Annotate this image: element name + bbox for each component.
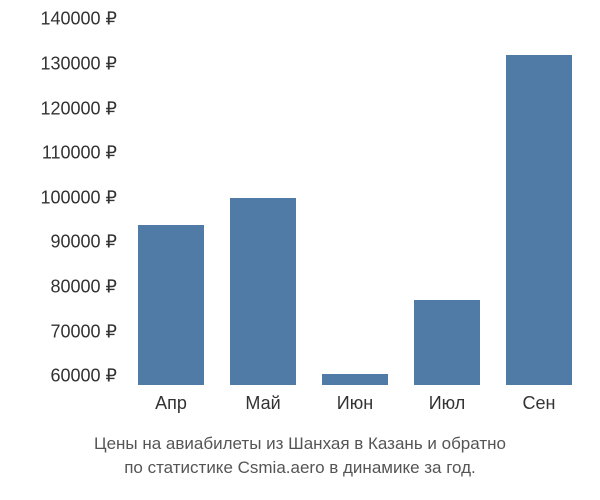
y-tick-label: 130000 ₽ — [40, 54, 117, 75]
y-tick-label: 60000 ₽ — [50, 366, 117, 387]
bar — [322, 374, 388, 385]
y-tick-label: 70000 ₽ — [50, 321, 117, 342]
y-tick-label: 100000 ₽ — [40, 187, 117, 208]
x-tick-label: Сен — [523, 393, 556, 414]
x-tick-label: Июл — [429, 393, 466, 414]
y-tick-label: 110000 ₽ — [42, 143, 117, 164]
y-tick-label: 90000 ₽ — [50, 232, 117, 253]
price-chart: 60000 ₽ 70000 ₽ 80000 ₽ 90000 ₽ 100000 ₽ 1100… — [10, 15, 590, 415]
x-tick-label: Апр — [155, 393, 187, 414]
bar — [414, 300, 480, 385]
x-axis: Апр Май Июн Июл Сен — [125, 393, 585, 418]
y-tick-label: 140000 ₽ — [40, 9, 117, 30]
x-tick-label: Май — [245, 393, 280, 414]
y-tick-label: 80000 ₽ — [50, 276, 117, 297]
chart-caption: Цены на авиабилеты из Шанхая в Казань и … — [0, 432, 600, 480]
y-tick-label: 120000 ₽ — [40, 98, 117, 119]
bar — [230, 198, 296, 385]
y-axis: 60000 ₽ 70000 ₽ 80000 ₽ 90000 ₽ 100000 ₽ 1100… — [10, 15, 125, 385]
caption-line-2: по статистике Csmia.aero в динамике за г… — [124, 458, 476, 477]
plot-area — [125, 15, 585, 385]
bar — [506, 55, 572, 385]
caption-line-1: Цены на авиабилеты из Шанхая в Казань и … — [94, 434, 506, 453]
bar — [138, 225, 204, 385]
x-tick-label: Июн — [337, 393, 373, 414]
